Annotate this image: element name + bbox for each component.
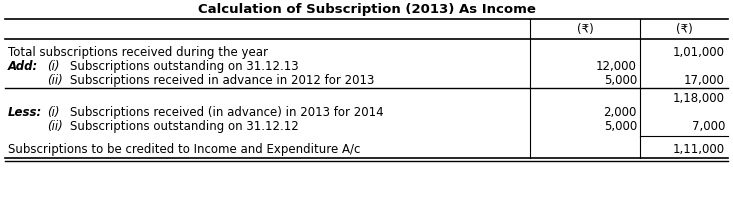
Text: 1,18,000: 1,18,000 bbox=[673, 91, 725, 105]
Text: (i): (i) bbox=[47, 106, 59, 118]
Text: 1,01,000: 1,01,000 bbox=[673, 45, 725, 58]
Text: Subscriptions received in advance in 2012 for 2013: Subscriptions received in advance in 201… bbox=[70, 73, 375, 86]
Text: Add:: Add: bbox=[8, 60, 38, 73]
Text: Subscriptions to be credited to Income and Expenditure A/c: Subscriptions to be credited to Income a… bbox=[8, 142, 361, 155]
Text: (ii): (ii) bbox=[47, 119, 63, 133]
Text: 5,000: 5,000 bbox=[604, 73, 637, 86]
Text: Subscriptions outstanding on 31.12.13: Subscriptions outstanding on 31.12.13 bbox=[70, 60, 298, 73]
Text: Calculation of Subscription (2013) As Income: Calculation of Subscription (2013) As In… bbox=[198, 2, 535, 15]
Text: (₹): (₹) bbox=[577, 22, 594, 35]
Text: (i): (i) bbox=[47, 60, 59, 73]
Text: 5,000: 5,000 bbox=[604, 119, 637, 133]
Text: 2,000: 2,000 bbox=[603, 106, 637, 118]
Text: 7,000: 7,000 bbox=[692, 119, 725, 133]
Text: Subscriptions outstanding on 31.12.12: Subscriptions outstanding on 31.12.12 bbox=[70, 119, 299, 133]
Text: 17,000: 17,000 bbox=[684, 73, 725, 86]
Text: Subscriptions received (in advance) in 2013 for 2014: Subscriptions received (in advance) in 2… bbox=[70, 106, 383, 118]
Text: (₹): (₹) bbox=[676, 22, 693, 35]
Text: (ii): (ii) bbox=[47, 73, 63, 86]
Text: 1,11,000: 1,11,000 bbox=[673, 142, 725, 155]
Text: 12,000: 12,000 bbox=[596, 60, 637, 73]
Text: Less:: Less: bbox=[8, 106, 43, 118]
Text: Total subscriptions received during the year: Total subscriptions received during the … bbox=[8, 45, 268, 58]
